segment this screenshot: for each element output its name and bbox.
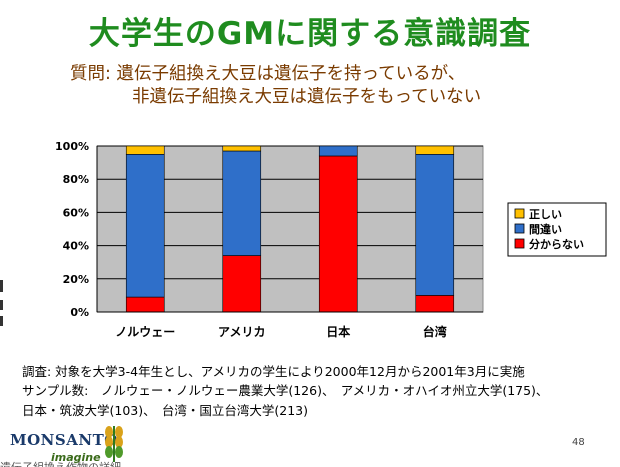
question-line-2: 非遺伝子組換え大豆は遺伝子をもっていない [132,87,482,107]
y-axis: 0% 20% 40% 60% 80% 100% [55,140,98,319]
y-tick-label: 40% [63,240,89,253]
legend-label: 分からない [529,237,584,251]
x-tick-label: 台湾 [423,324,447,339]
cutoff-footer-text: 遺伝子組換え作物の詳細 [0,459,230,467]
legend-swatch [514,238,525,249]
sample-size-note-cont: 日本・筑波大学(103)、 台湾・国立台湾大学(213) [22,403,308,418]
y-tick-label: 20% [63,273,89,286]
bar-segment [318,145,358,157]
y-tick-label: 80% [63,173,89,186]
monsanto-logo: MONSANTO imagine [8,420,133,467]
bar-segment [125,296,165,313]
logo-tagline: imagine [51,451,101,464]
slide-title: 大学生のGMに関する意識調査 [88,16,532,52]
legend-swatch [514,223,525,234]
bar-segment [222,145,262,152]
wheat-icon [105,426,123,462]
bar-segment [222,150,262,256]
bar-segment [125,145,165,155]
y-tick-label: 0% [70,306,89,319]
bar-segment [125,153,165,298]
x-tick-label: ノルウェー [115,325,175,339]
x-axis: ノルウェー アメリカ 日本 台湾 [97,311,483,339]
bar-segment [415,145,455,155]
legend-label: 正しい [529,208,562,221]
x-tick-label: アメリカ [218,325,265,339]
survey-note: 調査: 対象を大学3-4年生とし、アメリカの学生により2000年12月から200… [22,364,525,379]
bars [125,145,455,313]
bar-segment [415,153,455,296]
bar-segment [222,255,262,313]
legend-label: 間違い [529,222,562,236]
y-tick-label: 100% [55,140,89,153]
y-tick-label: 60% [63,206,89,219]
bar-segment [415,295,455,313]
legend-swatch [514,208,525,219]
stacked-bar-chart: 0% 20% 40% 60% 80% 100% ノルウェー アメリカ 日本 台湾 正しい間違い分… [55,140,607,339]
page-number: 48 [572,437,585,448]
question-line-1: 質問: 遺伝子組換え大豆は遺伝子を持っているが、 [70,64,466,84]
x-tick-label: 日本 [326,324,350,339]
bar-segment [318,155,358,313]
logo-wordmark: MONSANTO [10,431,118,449]
sample-size-note: サンプル数: ノルウェー・ノルウェー農業大学(126)、 アメリカ・オハイオ州立… [22,383,549,398]
